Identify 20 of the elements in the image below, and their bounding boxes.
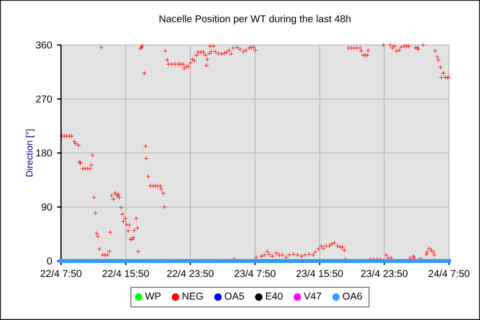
y-tick-label: 180 xyxy=(36,149,52,157)
x-tick-label: 24/4 7:50 xyxy=(428,270,470,278)
y-tick-label: 90 xyxy=(42,203,52,211)
legend-label: V47 xyxy=(304,292,322,300)
x-tick-label: 23/4 15:50 xyxy=(296,270,343,278)
x-tick-label: 22/4 15:50 xyxy=(102,270,149,278)
legend-label: E40 xyxy=(266,292,283,300)
chart-title: Nacelle Position per WT during the last 48h xyxy=(160,14,350,24)
y-tick-label: 0 xyxy=(47,257,52,265)
x-tick-label: 23/4 7:50 xyxy=(234,270,276,278)
x-tick-label: 22/4 23:50 xyxy=(167,270,214,278)
legend-label: NEG xyxy=(182,292,203,300)
legend-label: OA5 xyxy=(224,292,244,300)
x-tick-label: 23/4 23:50 xyxy=(361,270,408,278)
legend-label: OA6 xyxy=(342,292,362,300)
y-axis-title: Direction [°] xyxy=(26,130,34,176)
x-tick-label: 22/4 7:50 xyxy=(40,270,82,278)
y-tick-label: 270 xyxy=(36,95,52,103)
legend-label: WP xyxy=(145,292,161,300)
y-tick-label: 360 xyxy=(36,41,52,49)
